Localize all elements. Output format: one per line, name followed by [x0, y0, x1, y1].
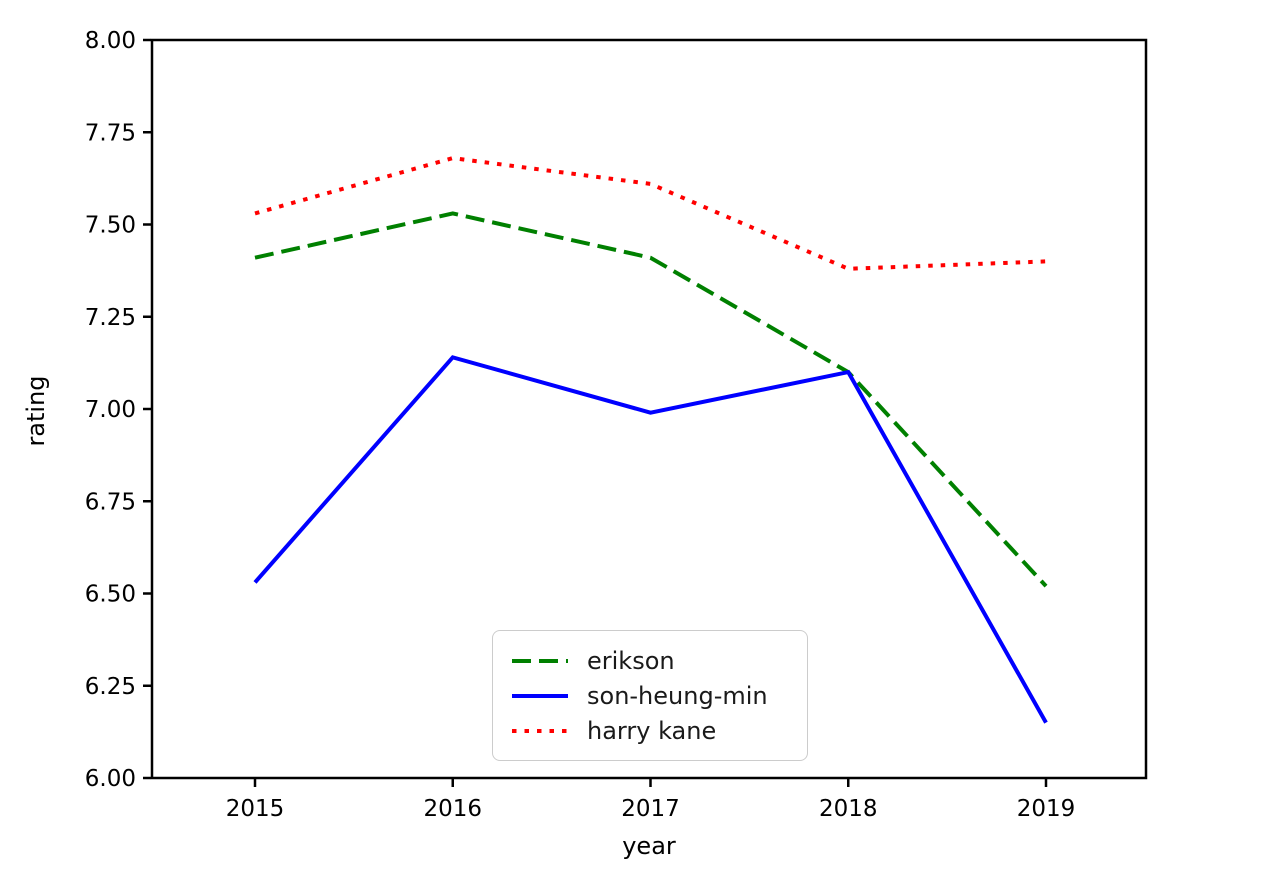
- x-tick-label: 2015: [226, 796, 285, 822]
- legend-item-harry kane: harry kane: [511, 719, 789, 743]
- y-tick-label: 7.00: [85, 397, 136, 423]
- y-tick-label: 7.50: [85, 213, 136, 239]
- x-tick-label: 2018: [819, 796, 878, 822]
- legend-line-sample-solid: [512, 693, 568, 698]
- legend-label: erikson: [587, 646, 675, 675]
- legend-line-sample-dotted: [512, 728, 568, 733]
- legend-item-son-heung-min: son-heung-min: [511, 684, 789, 708]
- legend: erikson son-heung-min harry kane: [492, 630, 808, 761]
- x-tick-label: 2017: [621, 796, 680, 822]
- y-tick-label: 6.25: [85, 674, 136, 700]
- legend-line-sample-dashed: [512, 658, 568, 663]
- legend-label: son-heung-min: [587, 681, 768, 710]
- series-line-harry kane: [254, 156, 1047, 271]
- legend-item-erikson: erikson: [511, 649, 789, 673]
- y-axis-label: rating: [22, 375, 50, 447]
- x-tick-label: 2016: [423, 796, 482, 822]
- y-tick-label: 7.75: [85, 120, 136, 146]
- y-tick-label: 6.00: [85, 766, 136, 792]
- series-line-erikson: [254, 211, 1048, 588]
- y-tick-label: 7.25: [85, 305, 136, 331]
- series-line-son-heung-min: [253, 355, 1048, 724]
- x-axis-label: year: [622, 832, 676, 860]
- y-tick-label: 6.75: [85, 489, 136, 515]
- y-tick-label: 6.50: [85, 582, 136, 608]
- plot-border: [150, 38, 1148, 780]
- x-tick-label: 2019: [1017, 796, 1076, 822]
- y-tick-label: 8.00: [85, 28, 136, 54]
- legend-label: harry kane: [587, 716, 717, 745]
